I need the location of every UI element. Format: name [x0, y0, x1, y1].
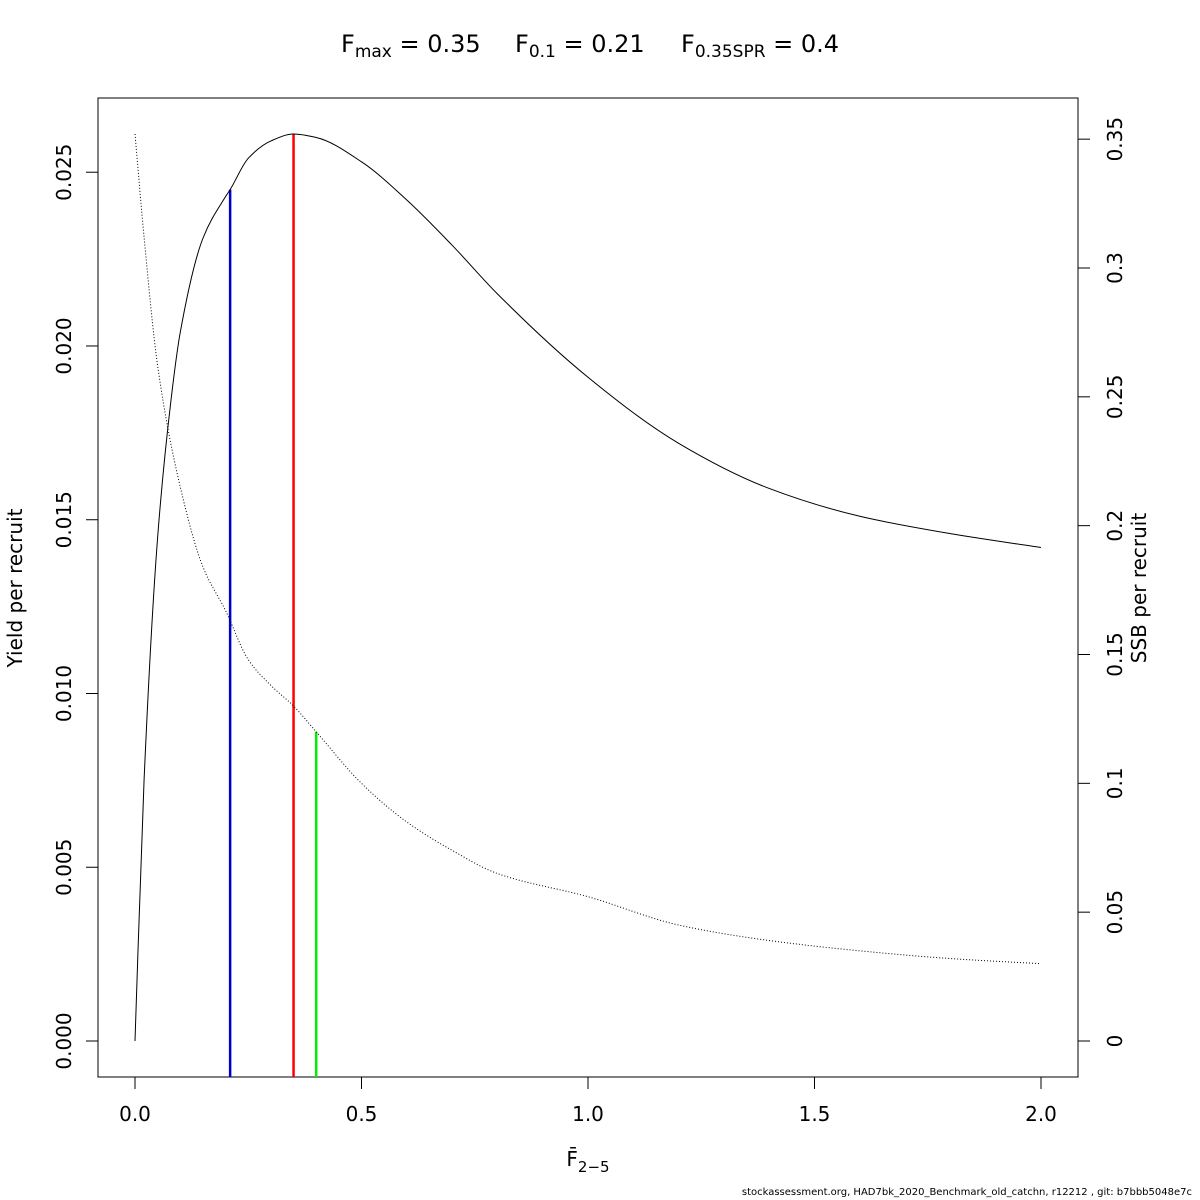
y-axis-left: 0.000 0.005 0.010 0.015 0.020 0.025	[52, 144, 98, 1070]
title-fmax: Fmax = 0.35	[341, 30, 481, 62]
y-tick-label: 0.000	[52, 1012, 76, 1069]
x-axis-label-main: F̄	[566, 1146, 578, 1171]
y2-tick-label: 0.05	[1103, 890, 1127, 935]
x-tick-label: 2.0	[1025, 1102, 1057, 1126]
title-f01: F0.1 = 0.21	[515, 30, 645, 62]
x-axis-label: F̄2−5	[566, 1146, 609, 1176]
series-group	[134, 133, 1042, 1042]
y2-tick-label: 0.35	[1103, 117, 1127, 162]
y-axis-right: 0 0.05 0.1 0.15 0.2 0.25 0.3 0.35	[1078, 117, 1127, 1047]
plot-frame	[97, 97, 1079, 1078]
title-fspr: F0.35SPR = 0.4	[681, 30, 839, 62]
y2-tick-label: 0.3	[1103, 252, 1127, 284]
y2-tick-label: 0.1	[1103, 767, 1127, 799]
y2-axis-label: SSB per recruit	[1127, 513, 1151, 664]
title-fspr-symbol: F	[681, 30, 695, 58]
x-axis-label-subscript: 2−5	[578, 1158, 610, 1176]
footer-note: stockassessment.org, HAD7bk_2020_Benchma…	[741, 1187, 1192, 1198]
title-f01-value: = 0.21	[555, 30, 645, 58]
x-tick-label: 0.5	[346, 1102, 378, 1126]
y-tick-label: 0.025	[52, 144, 76, 201]
y-tick-label: 0.005	[52, 839, 76, 896]
y-tick-label: 0.010	[52, 665, 76, 722]
title-fspr-subscript: 0.35SPR	[694, 42, 766, 62]
y2-tick-label: 0.15	[1103, 632, 1127, 677]
title-fmax-value: = 0.35	[391, 30, 481, 58]
y-tick-label: 0.020	[52, 317, 76, 374]
y-axis-label: Yield per recruit	[3, 508, 27, 668]
x-tick-label: 1.5	[799, 1102, 831, 1126]
y2-tick-label: 0	[1103, 1035, 1127, 1048]
y2-tick-label: 0.25	[1103, 375, 1127, 420]
y2-tick-label: 0.2	[1103, 510, 1127, 542]
reference-lines	[228, 134, 318, 1077]
x-tick-label: 1.0	[572, 1102, 604, 1126]
title-f01-subscript: 0.1	[528, 42, 556, 62]
x-axis: 0.0 0.5 1.0 1.5 2.0	[119, 1077, 1057, 1126]
x-tick-label: 0.0	[119, 1102, 151, 1126]
title-f01-symbol: F	[515, 30, 529, 58]
title-fspr-value: = 0.4	[765, 30, 840, 58]
title-fmax-subscript: max	[354, 42, 392, 62]
title-fmax-symbol: F	[341, 30, 355, 58]
ssb-per-recruit-line	[134, 133, 1042, 965]
y-tick-label: 0.015	[52, 491, 76, 548]
yield-per-recruit-line	[134, 133, 1042, 1042]
